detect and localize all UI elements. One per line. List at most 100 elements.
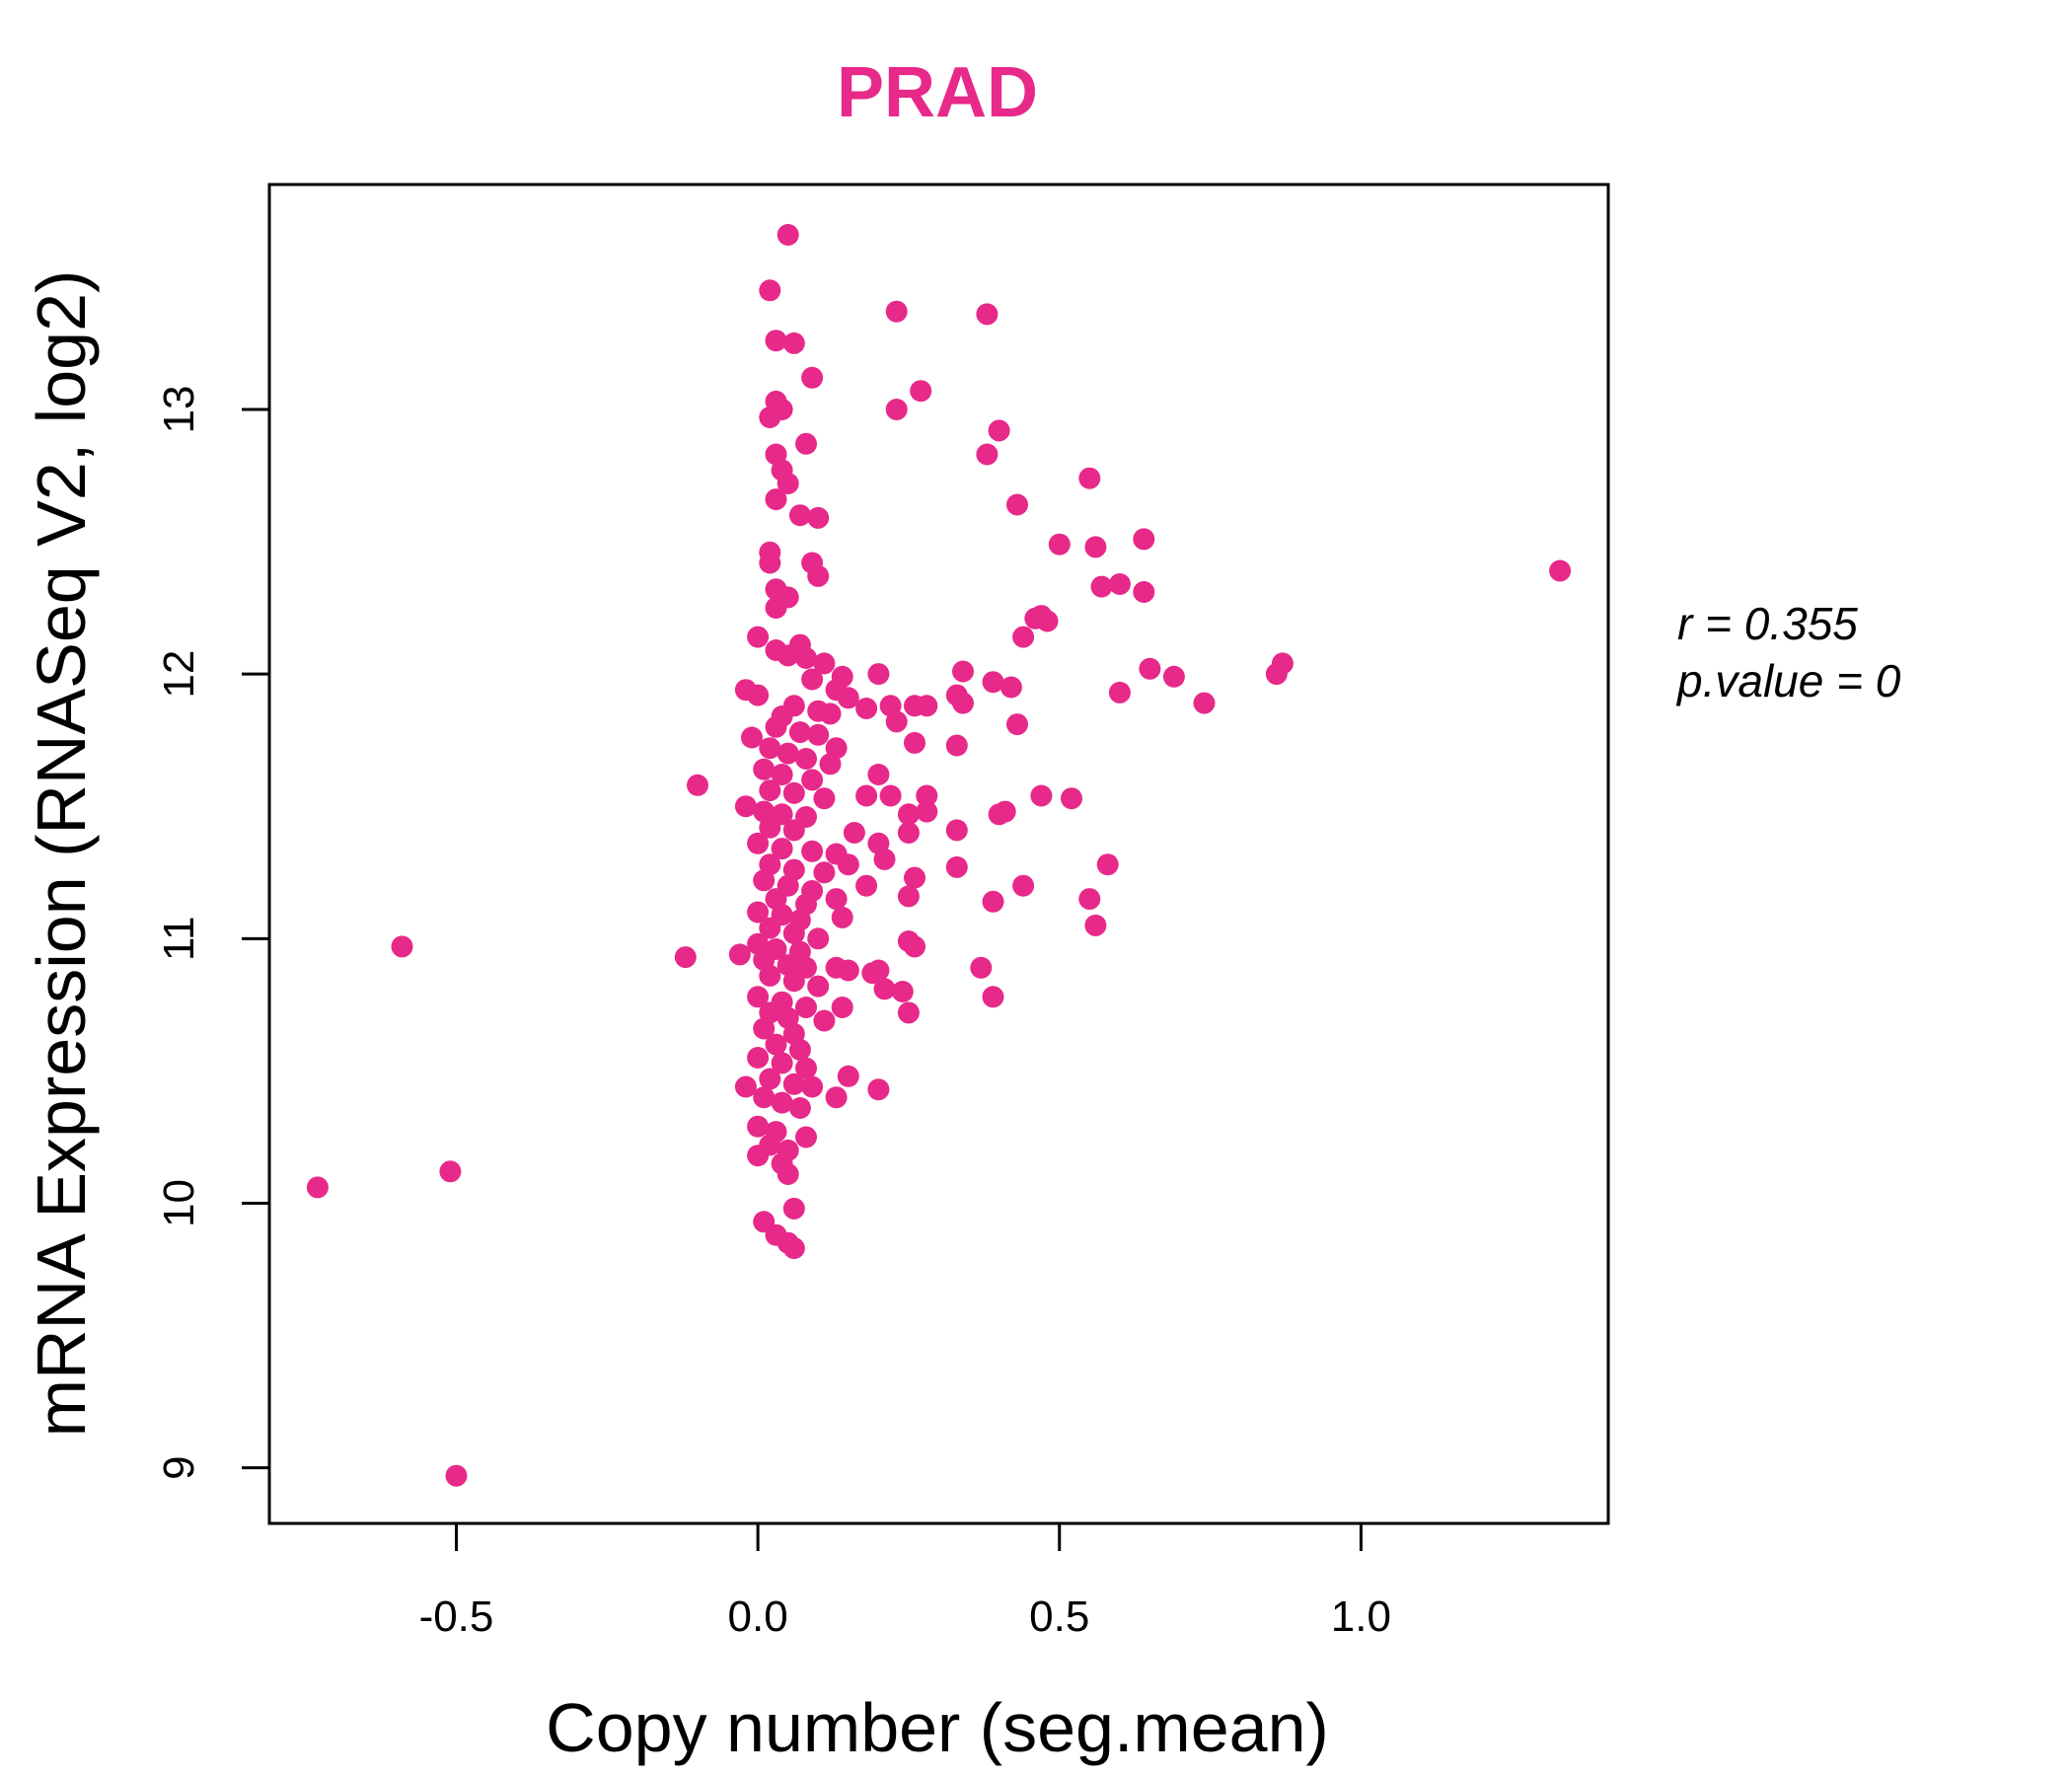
data-point-70	[916, 784, 938, 807]
data-point-187	[1090, 575, 1113, 598]
data-point-195	[982, 671, 1004, 694]
data-point-118	[1084, 914, 1107, 936]
data-point-76	[916, 800, 938, 823]
data-point-141	[831, 997, 853, 1018]
data-point-52	[807, 723, 830, 746]
y-tick-label: 12	[155, 650, 203, 699]
data-point-80	[1061, 787, 1082, 810]
data-point-66	[782, 781, 805, 804]
data-point-168	[747, 1145, 770, 1167]
y-tick-label: 9	[155, 1455, 203, 1479]
data-point-78	[994, 800, 1016, 823]
data-point-175	[782, 1237, 805, 1260]
data-point-48	[885, 710, 908, 733]
data-point-10	[801, 366, 824, 389]
data-point-61	[753, 758, 776, 780]
data-point-87	[771, 838, 793, 860]
data-point-34	[801, 668, 824, 691]
data-point-19	[788, 504, 811, 527]
data-point-134	[807, 975, 830, 998]
data-point-146	[753, 1017, 776, 1040]
data-point-145	[813, 1009, 836, 1032]
data-point-86	[747, 832, 770, 854]
data-point-136	[891, 981, 914, 1002]
data-point-155	[782, 1073, 805, 1095]
data-point-75	[897, 803, 920, 826]
data-point-65	[759, 779, 781, 802]
y-tick-label: 10	[155, 1179, 203, 1227]
data-point-176	[885, 300, 908, 323]
data-point-51	[788, 721, 811, 744]
x-tick-label: -0.5	[419, 1592, 494, 1641]
data-point-81	[759, 816, 781, 839]
data-point-122	[904, 935, 925, 958]
data-point-113	[982, 890, 1004, 913]
data-point-188	[1108, 573, 1131, 595]
data-point-13	[759, 407, 781, 428]
data-point-159	[825, 1086, 848, 1109]
data-point-115	[782, 923, 805, 944]
data-point-206	[1549, 559, 1572, 582]
chart-title: PRAD	[837, 53, 1038, 132]
data-point-114	[759, 917, 781, 939]
data-point-27	[765, 597, 787, 620]
data-point-196	[999, 676, 1022, 699]
data-point-68	[855, 784, 878, 807]
data-point-1	[391, 935, 413, 958]
data-point-88	[801, 840, 824, 862]
data-point-171	[782, 1197, 805, 1220]
data-point-123	[728, 943, 751, 966]
data-point-163	[747, 1115, 770, 1138]
data-point-36	[867, 663, 890, 686]
data-point-203	[1193, 692, 1216, 714]
data-point-161	[771, 1091, 793, 1114]
data-point-128	[837, 959, 859, 982]
data-point-31	[777, 644, 799, 667]
data-point-193	[1012, 626, 1035, 648]
data-point-160	[753, 1086, 776, 1109]
x-axis: -0.5 0.0 0.5 1.0	[419, 1521, 1391, 1641]
data-point-149	[788, 1039, 811, 1061]
data-point-194	[952, 660, 974, 683]
data-point-62	[771, 764, 793, 785]
data-point-153	[837, 1065, 859, 1087]
data-point-4	[674, 946, 697, 969]
data-point-71	[734, 795, 757, 818]
data-point-18	[765, 488, 787, 511]
points-layer	[306, 224, 1572, 1487]
x-axis-title: Copy number (seg.mean)	[546, 1689, 1329, 1766]
data-point-178	[910, 380, 932, 403]
data-point-38	[837, 687, 859, 709]
data-point-108	[1096, 853, 1119, 876]
data-point-69	[879, 784, 902, 807]
data-point-116	[807, 927, 830, 950]
data-point-183	[1006, 493, 1028, 516]
data-point-156	[734, 1075, 757, 1098]
data-point-152	[795, 1057, 817, 1079]
data-point-67	[813, 787, 836, 810]
data-point-95	[837, 853, 859, 876]
pvalue-annotation: p.value = 0	[1675, 655, 1901, 706]
data-point-98	[753, 869, 776, 892]
data-point-148	[765, 1033, 787, 1056]
data-point-184	[1048, 533, 1071, 555]
data-point-177	[976, 303, 999, 326]
data-point-14	[795, 432, 817, 455]
data-point-2	[439, 1160, 462, 1183]
data-point-140	[795, 997, 817, 1018]
data-point-50	[765, 715, 787, 738]
data-point-185	[1084, 536, 1107, 558]
x-tick-label: 0.5	[1029, 1592, 1089, 1641]
data-point-198	[952, 692, 974, 714]
data-point-138	[747, 986, 770, 1008]
data-point-165	[795, 1126, 817, 1148]
data-point-32	[795, 647, 817, 669]
data-point-84	[897, 822, 920, 844]
data-point-47	[916, 695, 938, 717]
data-point-102	[1012, 874, 1035, 897]
data-point-106	[897, 885, 920, 908]
data-point-94	[813, 861, 836, 884]
data-point-20	[807, 506, 830, 529]
data-point-205	[1271, 652, 1294, 675]
